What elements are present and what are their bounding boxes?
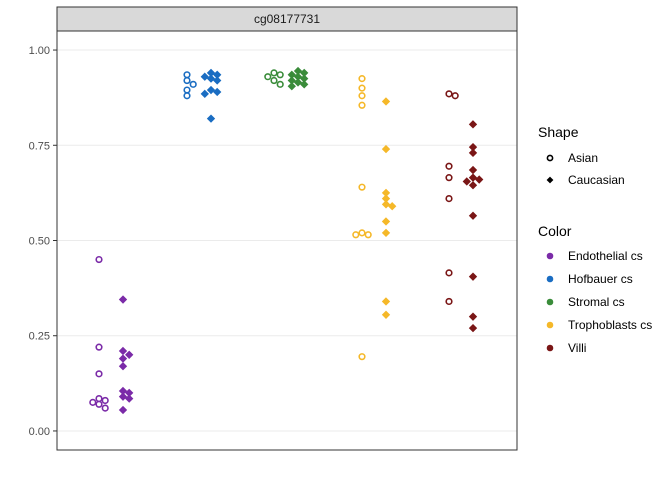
color-legend-label: Hofbauer cs [568,272,633,286]
caucasian-point-villi [475,175,484,184]
asian-point-hofbauer-cs [183,76,191,85]
caucasian-legend-key [546,176,554,184]
y-tick-label: 0.25 [29,331,50,343]
plot-panel-border [56,30,518,451]
data-points [89,66,484,415]
asian-point-hofbauer-cs [183,92,191,100]
caucasian-point-hofbauer-cs [200,89,209,99]
caucasian-point-endothelial-cs [125,394,134,403]
asian-point-trophoblasts-cs [358,353,366,361]
caucasian-point-villi [468,181,478,190]
asian-point-villi [445,174,453,182]
y-tick-label: 0.75 [29,140,50,152]
asian-point-trophoblasts-cs [358,229,366,237]
caucasian-point-trophoblasts-cs [381,200,391,209]
asian-point-trophoblasts-cs [352,231,360,239]
caucasian-point-trophoblasts-cs [381,228,391,238]
caucasian-point-hofbauer-cs [213,76,222,85]
shape-legend-title: Shape [538,124,579,140]
color-legend-label: Stromal cs [568,295,625,309]
facet-strip-label: cg08177731 [254,12,320,26]
y-axis: 0.00 0.25 0.50 0.75 1.00 [29,45,57,438]
asian-point-endothelial-cs [95,255,103,264]
color-legend-label: Endothelial cs [568,249,643,263]
color-legend-swatch [546,252,554,260]
color-legend-swatch [546,344,554,352]
asian-point-endothelial-cs [95,370,103,378]
color-legend-label: Trophoblasts cs [568,318,652,332]
y-tick-label: 0.00 [29,426,50,438]
caucasian-point-hofbauer-cs [206,85,216,95]
caucasian-point-stromal-cs [287,82,296,91]
caucasian-point-trophoblasts-cs [381,310,391,319]
caucasian-point-endothelial-cs [118,392,128,401]
asian-point-villi [445,90,453,98]
caucasian-point-endothelial-cs [118,295,128,304]
asian-point-villi [445,195,453,203]
caucasian-point-endothelial-cs [125,350,134,359]
shape-legend-label: Caucasian [568,173,625,187]
asian-point-trophoblasts-cs [358,84,366,92]
caucasian-point-trophoblasts-cs [381,217,391,226]
grid-layer [57,49,517,432]
asian-point-stromal-cs [270,69,278,77]
asian-legend-key [546,154,554,162]
caucasian-point-hofbauer-cs [213,87,222,97]
shape-legend-label: Asian [568,151,598,165]
shape-legend: Asian Caucasian [546,151,625,187]
caucasian-point-hofbauer-cs [206,74,216,83]
color-legend-swatch [546,321,554,329]
asian-point-trophoblasts-cs [358,75,366,83]
caucasian-point-trophoblasts-cs [381,144,391,154]
asian-point-endothelial-cs [95,343,103,351]
facet-strip [56,6,518,32]
asian-point-trophoblasts-cs [364,231,372,239]
caucasian-point-villi [468,312,478,321]
asian-point-endothelial-cs [101,404,109,412]
y-tick-label: 0.50 [29,236,50,248]
color-legend-title: Color [538,223,572,239]
caucasian-point-villi [468,148,478,158]
asian-point-trophoblasts-cs [358,92,366,100]
caucasian-point-stromal-cs [300,80,309,89]
asian-point-villi [445,297,453,306]
asian-point-endothelial-cs [101,396,109,405]
asian-point-villi [445,162,453,170]
color-legend-label: Villi [568,341,586,355]
color-legend: Endothelial cs Hofbauer cs Stromal cs Troph… [546,249,652,355]
y-tick-label: 1.00 [29,45,50,57]
caucasian-point-villi [462,177,471,186]
caucasian-point-trophoblasts-cs [381,297,391,306]
asian-point-stromal-cs [276,71,284,79]
asian-point-trophoblasts-cs [358,183,366,191]
color-legend-swatch [546,275,554,283]
caucasian-point-hofbauer-cs [200,72,209,81]
caucasian-point-villi [468,323,478,333]
color-legend-swatch [546,298,554,306]
caucasian-point-trophoblasts-cs [388,202,397,211]
asian-point-endothelial-cs [89,398,97,406]
asian-point-hofbauer-cs [189,80,197,88]
asian-point-villi [445,269,453,277]
caucasian-point-villi [468,120,478,129]
caucasian-point-stromal-cs [293,78,303,87]
caucasian-point-hofbauer-cs [206,114,216,123]
asian-point-stromal-cs [264,73,272,81]
caucasian-point-trophoblasts-cs [381,97,391,106]
asian-point-stromal-cs [270,76,278,85]
asian-point-villi [451,92,459,100]
caucasian-point-villi [468,211,478,220]
caucasian-point-endothelial-cs [118,362,128,371]
caucasian-point-villi [468,272,478,281]
asian-point-stromal-cs [276,80,284,88]
asian-point-endothelial-cs [95,400,103,408]
asian-point-trophoblasts-cs [358,101,366,109]
caucasian-point-endothelial-cs [118,405,128,415]
